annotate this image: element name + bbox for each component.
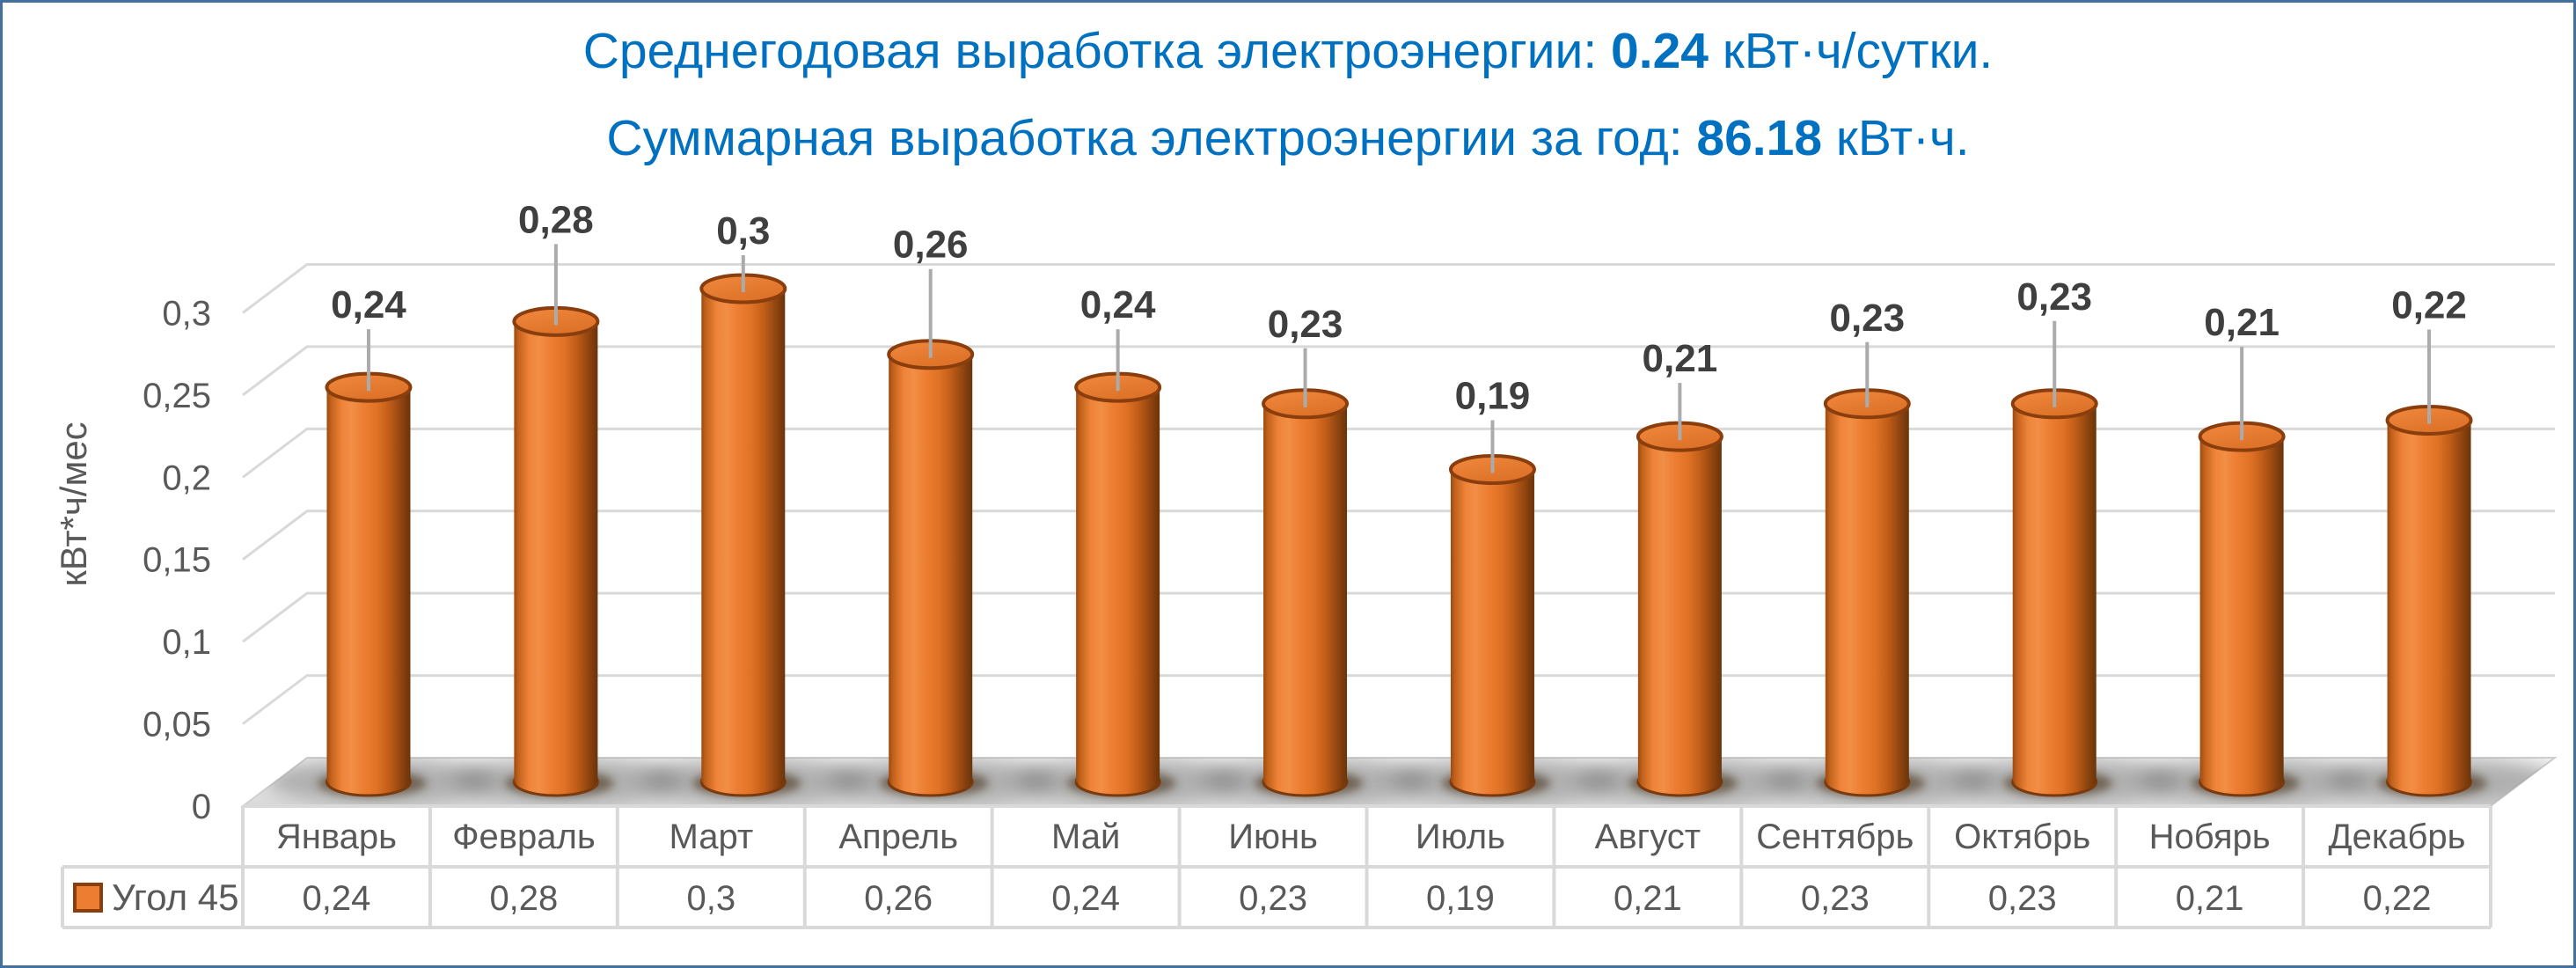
month-label: Январь: [276, 818, 397, 856]
month-label: Март: [669, 818, 753, 856]
bar-body: [1450, 469, 1534, 782]
month-label: Октябрь: [1954, 818, 2090, 856]
y-tick-label: 0: [192, 788, 211, 826]
title-line1-value: 0.24: [1611, 23, 1709, 79]
cylinder-bar-Январь[interactable]: [325, 371, 413, 797]
bar-data-label: 0,23: [1829, 297, 1905, 340]
gridline: [242, 262, 2555, 314]
cylinder-bar-Октябрь[interactable]: [2010, 388, 2098, 797]
value-cell: 0,19: [1426, 879, 1495, 918]
title-line2-text: Суммарная выработка электроэнергии за го…: [606, 110, 1697, 166]
value-cell: 0,21: [1614, 879, 1682, 918]
value-cell: 0,28: [489, 879, 558, 918]
chart-canvas[interactable]: 0,24 0,28 0,3 0,26 0,24 0,23 0,19 0,21 0,23 0,23 0…: [3, 3, 2576, 968]
month-label: Декабрь: [2329, 818, 2466, 856]
title-line1-units: кВт·ч/сутки.: [1709, 23, 1994, 79]
gridline: [242, 510, 2555, 561]
chart-title[interactable]: Среднегодовая выработка электроэнергии: …: [3, 8, 2573, 182]
cylinder-bar-Май[interactable]: [1074, 371, 1162, 797]
bar-data-label: 0,3: [716, 209, 770, 253]
gridline: [242, 345, 2555, 397]
bar-body: [1076, 387, 1160, 782]
gridline: [242, 591, 2555, 643]
bar-data-label: 0,26: [893, 224, 969, 267]
gridline: [242, 427, 2555, 479]
bar-data-label: 0,23: [2016, 275, 2092, 319]
value-cell: 0,22: [2363, 879, 2432, 918]
bar-data-label: 0,19: [1455, 375, 1531, 418]
y-tick-label: 0,15: [143, 541, 211, 580]
bar-body: [1263, 403, 1348, 782]
value-cell: 0,23: [1239, 879, 1307, 918]
legend-label[interactable]: Угол 45: [112, 876, 239, 918]
title-line2-units: кВт·ч.: [1822, 110, 1970, 166]
month-label: Нобярь: [2149, 818, 2271, 856]
month-label: Сентябрь: [1756, 818, 1914, 856]
y-axis-title: кВт*ч/мес: [53, 422, 94, 586]
bar-body: [1825, 403, 1909, 782]
month-label: Апрель: [838, 818, 958, 856]
bar-body: [2387, 420, 2471, 782]
cylinder-bar-Февраль[interactable]: [512, 305, 600, 797]
bar-body: [2012, 403, 2097, 782]
bar-data-label: 0,24: [331, 283, 406, 326]
y-tick-label: 0,25: [143, 377, 211, 415]
value-cell: 0,23: [1988, 879, 2057, 918]
cylinder-bar-Март[interactable]: [699, 273, 787, 797]
month-label: Май: [1051, 818, 1120, 856]
cylinder-bar-Август[interactable]: [1636, 421, 1723, 797]
bar-data-label: 0,21: [1643, 337, 1718, 380]
cylinder-bar-Сентябрь[interactable]: [1823, 388, 1911, 797]
bar-data-label: 0,24: [1080, 283, 1156, 326]
value-cell: 0,3: [686, 879, 735, 918]
cylinder-bar-Апрель[interactable]: [887, 339, 975, 797]
bar-data-label: 0,21: [2204, 301, 2280, 344]
bar-body: [889, 354, 973, 782]
bar-body: [1637, 436, 1722, 782]
bar-data-label: 0,22: [2391, 283, 2467, 326]
value-cell: 0,26: [864, 879, 933, 918]
y-tick-label: 0,05: [143, 706, 211, 744]
value-cell: 0,21: [2176, 879, 2244, 918]
value-cell: 0,23: [1801, 879, 1870, 918]
title-line1-text: Среднегодовая выработка электроэнергии:: [582, 23, 1612, 79]
month-label: Июнь: [1228, 818, 1318, 856]
gridline: [242, 674, 2555, 725]
cylinder-bar-Июль[interactable]: [1448, 454, 1536, 797]
legend-marker[interactable]: [73, 883, 103, 913]
y-tick-label: 0,1: [162, 623, 211, 662]
bar-data-label: 0,28: [518, 198, 594, 241]
value-cell: 0,24: [303, 879, 371, 918]
month-label: Июль: [1416, 818, 1505, 856]
month-label: Февраль: [452, 818, 596, 856]
title-line2-value: 86.18: [1696, 110, 1823, 166]
bar-body: [701, 288, 786, 782]
month-label: Август: [1595, 818, 1701, 856]
bar-body: [514, 321, 598, 782]
value-cell: 0,24: [1051, 879, 1120, 918]
y-tick-label: 0,3: [162, 294, 211, 333]
bar-data-label: 0,23: [1268, 303, 1343, 346]
y-tick-label: 0,2: [162, 458, 211, 497]
cylinder-bar-Декабрь[interactable]: [2385, 404, 2473, 797]
cylinder-bar-Июнь[interactable]: [1262, 388, 1350, 797]
chart-title-line2: Суммарная выработка электроэнергии за го…: [3, 95, 2573, 182]
bar-body: [326, 387, 411, 782]
chart-title-line1: Среднегодовая выработка электроэнергии: …: [3, 8, 2573, 95]
bar-body: [2199, 436, 2284, 782]
cylinder-bar-Нобярь[interactable]: [2198, 421, 2286, 797]
